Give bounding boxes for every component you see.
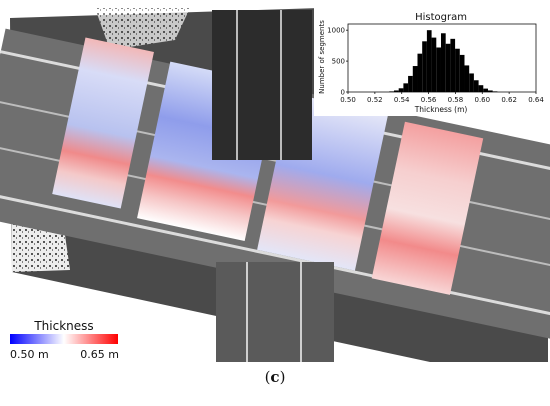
x-tick-label: 0.62 — [501, 96, 517, 104]
x-tick-label: 0.60 — [474, 96, 490, 104]
histogram-ylabel: Number of segments — [318, 20, 326, 94]
histogram-bar — [417, 53, 423, 92]
histogram-x-ticks: 0.50 0.52 0.54 0.56 0.58 0.60 0.62 0.64 — [340, 92, 544, 104]
histogram-bar — [436, 47, 441, 92]
legend-max-label: 0.65 m — [80, 348, 119, 361]
histogram-bar — [389, 91, 394, 92]
histogram-bar — [403, 83, 409, 92]
legend-min-label: 0.50 m — [10, 348, 49, 361]
histogram-bar — [492, 91, 498, 92]
histogram-bar — [445, 43, 451, 92]
x-tick-label: 0.52 — [367, 96, 383, 104]
histogram-bar — [422, 41, 427, 92]
thickness-panel-1 — [52, 37, 154, 209]
histogram-bar — [478, 85, 484, 92]
histogram-bar — [473, 80, 479, 92]
histogram-bar — [426, 30, 432, 92]
histogram-bar — [431, 37, 437, 92]
histogram-y-ticks: 0 500 1000 — [327, 27, 348, 97]
histogram-title: Histogram — [415, 12, 467, 23]
caption-letter: c — [270, 368, 280, 386]
histogram-xlabel: Thickness (m) — [414, 105, 468, 114]
figure-caption: (c) — [0, 368, 550, 386]
y-tick-label: 500 — [332, 58, 345, 66]
y-tick-label: 0 — [341, 89, 345, 97]
crossing-road-lower — [216, 262, 334, 362]
histogram-bar — [483, 88, 488, 92]
caption-close: ) — [279, 368, 286, 386]
histogram-inset: Histogram Number of segments Thickness (… — [314, 6, 550, 116]
histogram-bar — [440, 33, 446, 92]
histogram-bar — [459, 54, 465, 92]
crossing-road — [212, 10, 312, 160]
histogram-bar — [398, 88, 404, 92]
white-scatter-top — [95, 8, 190, 50]
histogram-bar — [412, 66, 418, 92]
histogram-bar — [408, 75, 413, 92]
caption-open: ( — [264, 368, 271, 386]
histogram-bar — [487, 90, 493, 92]
x-tick-label: 0.64 — [528, 96, 544, 104]
histogram-bar — [393, 90, 399, 92]
y-tick-label: 1000 — [327, 27, 345, 35]
x-tick-label: 0.50 — [340, 96, 356, 104]
legend-colorbar — [10, 334, 118, 344]
histogram-bar — [464, 65, 470, 92]
x-tick-label: 0.56 — [421, 96, 437, 104]
histogram-bar — [450, 38, 456, 92]
thickness-panel-4 — [371, 121, 484, 295]
x-tick-label: 0.58 — [448, 96, 464, 104]
x-tick-label: 0.54 — [394, 96, 410, 104]
thickness-legend: Thickness 0.50 m 0.65 m — [4, 314, 124, 362]
histogram-bars — [389, 30, 498, 92]
legend-title: Thickness — [33, 319, 93, 333]
histogram-bar — [455, 48, 460, 92]
histogram-bar — [469, 73, 474, 92]
